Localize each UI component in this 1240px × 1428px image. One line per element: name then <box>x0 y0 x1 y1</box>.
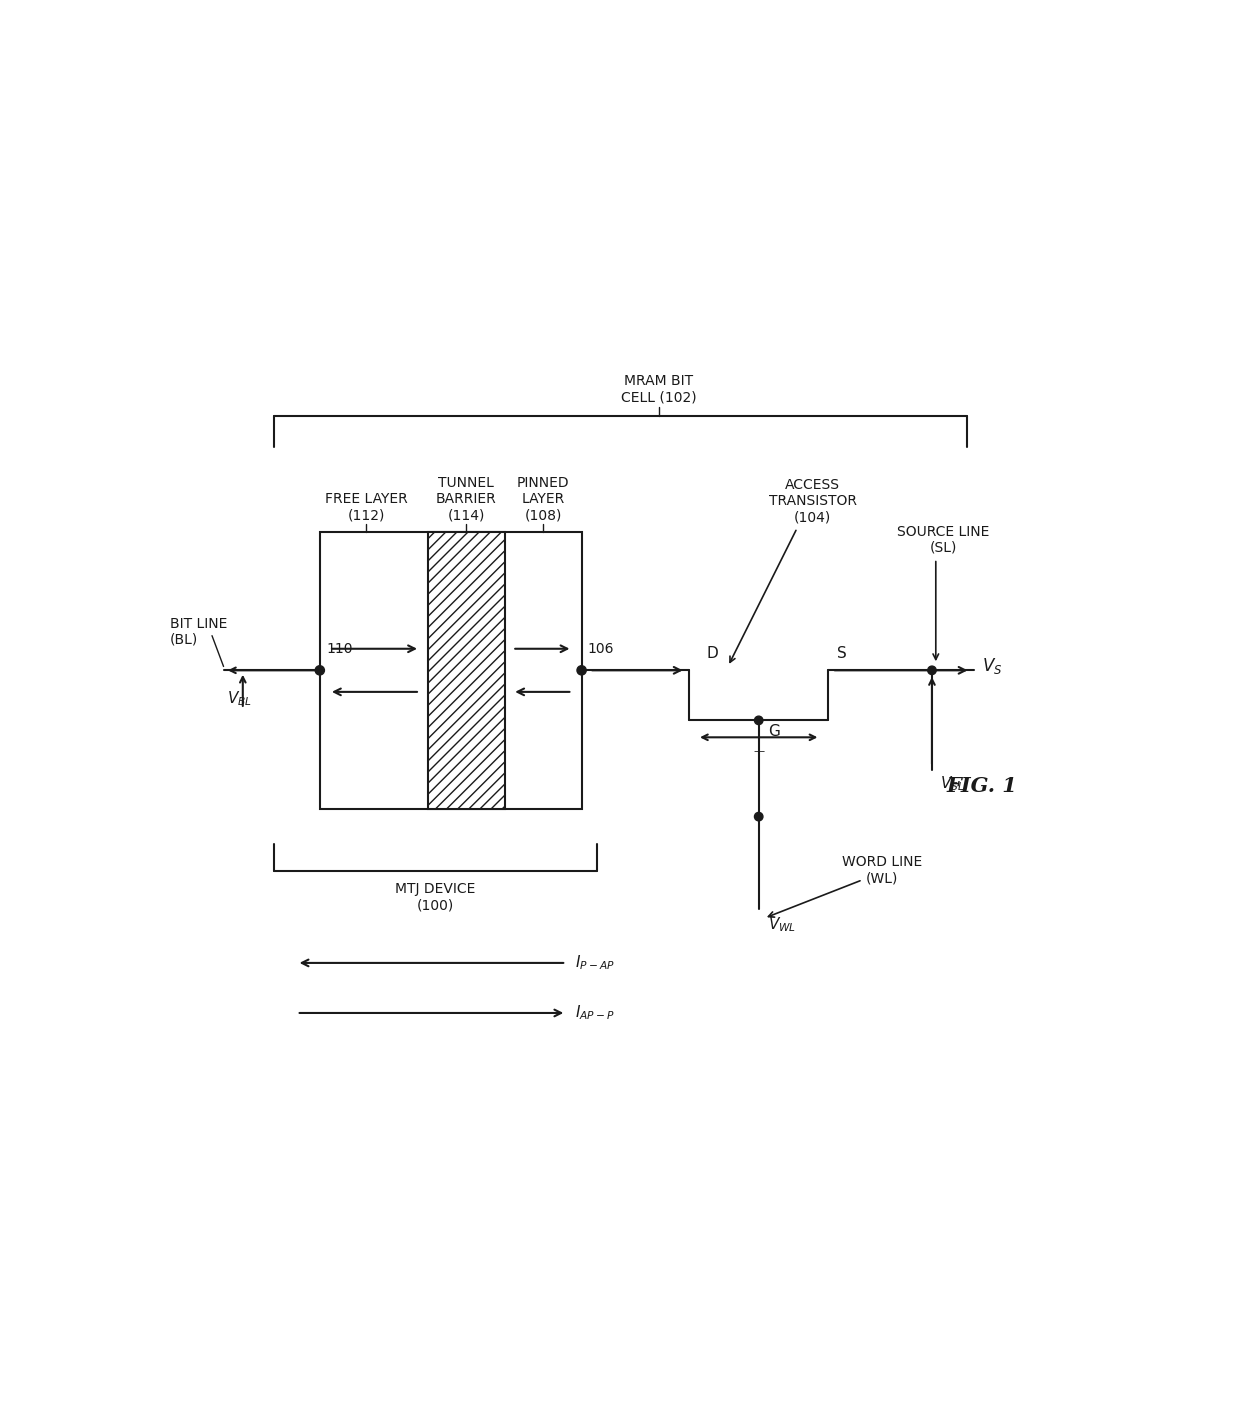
Bar <box>428 531 505 808</box>
Bar <box>320 531 582 808</box>
Text: G: G <box>768 724 780 740</box>
Circle shape <box>754 715 763 724</box>
Text: $V_{WL}$: $V_{WL}$ <box>768 915 796 934</box>
Text: D: D <box>707 645 718 661</box>
Text: MRAM BIT
CELL (102): MRAM BIT CELL (102) <box>621 374 697 404</box>
Text: TUNNEL
BARRIER
(114): TUNNEL BARRIER (114) <box>435 476 496 523</box>
Text: 106: 106 <box>588 643 614 657</box>
Text: S: S <box>837 645 847 661</box>
Text: $I_{AP-P}$: $I_{AP-P}$ <box>575 1004 615 1022</box>
Text: 110: 110 <box>326 643 352 657</box>
Text: BIT LINE
(BL): BIT LINE (BL) <box>170 617 227 647</box>
Circle shape <box>577 665 587 675</box>
Text: $V_{SL}$: $V_{SL}$ <box>940 774 965 793</box>
Text: MTJ DEVICE
(100): MTJ DEVICE (100) <box>396 883 475 912</box>
Text: PINNED
LAYER
(108): PINNED LAYER (108) <box>517 476 569 523</box>
Circle shape <box>928 665 936 674</box>
Circle shape <box>315 665 325 675</box>
Text: —: — <box>753 747 764 757</box>
Text: WORD LINE
(WL): WORD LINE (WL) <box>842 855 923 885</box>
Text: ACCESS
TRANSISTOR
(104): ACCESS TRANSISTOR (104) <box>769 477 857 524</box>
Text: FREE LAYER
(112): FREE LAYER (112) <box>325 493 408 523</box>
Circle shape <box>754 813 763 821</box>
Text: SOURCE LINE
(SL): SOURCE LINE (SL) <box>898 524 990 555</box>
Text: $V_S$: $V_S$ <box>982 657 1002 677</box>
Text: $V_{BL}$: $V_{BL}$ <box>227 690 253 708</box>
Text: FIG. 1: FIG. 1 <box>946 775 1017 795</box>
Text: $I_{P-AP}$: $I_{P-AP}$ <box>575 954 615 972</box>
